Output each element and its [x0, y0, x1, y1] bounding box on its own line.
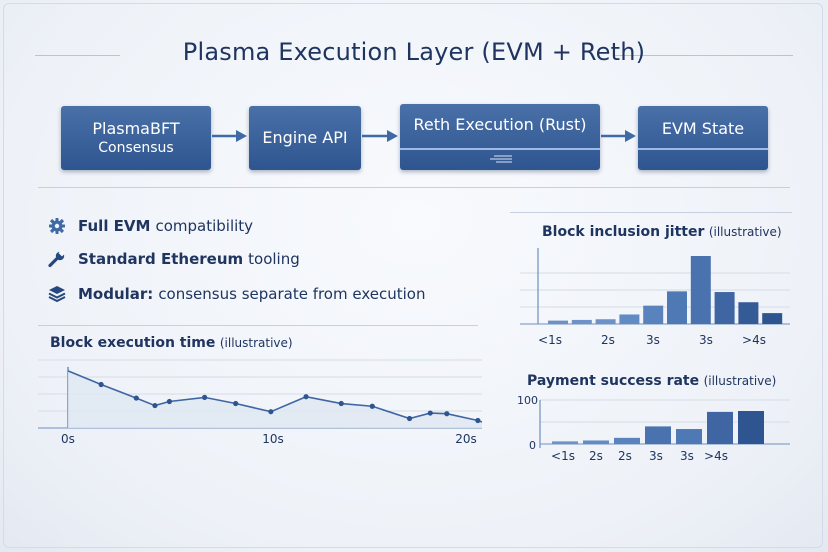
jitter-chart-divider	[510, 212, 792, 213]
success-chart-x-tick-label: 3s	[680, 449, 694, 463]
jitter-chart-bar	[690, 256, 711, 324]
jitter-chart-title-note: (illustrative)	[708, 225, 782, 239]
plasmabft-label: PlasmaBFT	[92, 118, 180, 138]
jitter-chart-x-tick-label: 3s	[699, 333, 713, 347]
title-rule-left	[35, 55, 120, 56]
jitter-chart-bar	[738, 302, 759, 324]
success-chart-title-text: Payment success rate	[527, 373, 700, 389]
line-chart-point	[98, 381, 104, 388]
line-chart-point	[202, 394, 208, 400]
line-chart-point	[152, 402, 158, 409]
success-chart-bar	[707, 411, 733, 444]
success-chart-x-tick-label: 2s	[618, 449, 632, 463]
success-chart-x-tick-label: 3s	[649, 449, 663, 463]
jitter-chart-title-text: Block inclusion jitter	[542, 224, 705, 240]
payment-success-rate-chart: 100 0 <1s 2s 2s 3s 3s >4s	[517, 394, 790, 463]
success-chart-title: Payment success rate (illustrative)	[527, 373, 776, 389]
feature-evm-compat-bold: Full EVM	[78, 217, 151, 235]
evm-state-box: EVM State	[638, 106, 768, 170]
engine-api-label: Engine API	[262, 128, 348, 148]
line-chart-point	[475, 417, 481, 424]
line-chart-title: Block execution time (illustrative)	[50, 335, 293, 351]
feature-modular-bold: Modular:	[78, 285, 154, 303]
jitter-chart-bar	[595, 319, 616, 324]
success-chart-x-tick-label: <1s	[551, 449, 575, 463]
block-execution-time-chart: 0s 10s 20s	[38, 359, 483, 446]
line-chart-point	[233, 400, 239, 407]
jitter-chart-bar	[548, 320, 568, 324]
success-chart-y-tick-label: 100	[517, 394, 538, 407]
title-rule-right	[615, 55, 793, 56]
block-inclusion-jitter-chart: <1s 2s 3s 3s >4s	[520, 248, 790, 347]
line-chart-title-text: Block execution time	[50, 335, 216, 351]
arrow-engine-to-reth	[362, 130, 398, 142]
success-chart-title-note: (illustrative)	[703, 374, 777, 388]
data-flow-icon	[490, 155, 512, 163]
jitter-chart-bar	[667, 291, 687, 324]
line-chart-divider	[38, 325, 478, 326]
line-chart-x-tick-label: 20s	[455, 432, 477, 446]
line-chart-x-tick-label: 0s	[61, 432, 75, 446]
line-chart-point	[268, 409, 274, 415]
feature-modular: Modular: consensus separate from executi…	[48, 285, 425, 303]
line-chart-point	[427, 410, 433, 416]
reth-execution-box: Reth Execution (Rust)	[400, 104, 600, 170]
jitter-chart-bar	[762, 313, 783, 324]
jitter-chart-bar	[643, 305, 664, 324]
success-chart-bar	[614, 437, 640, 444]
arrow-reth-to-evm	[601, 130, 636, 142]
line-chart-x-tick-label: 10s	[262, 432, 284, 446]
evm-state-label: EVM State	[661, 119, 745, 138]
evm-state-stripe	[638, 148, 768, 150]
success-chart-bar	[676, 429, 702, 444]
plasmabft-box: PlasmaBFT Consensus	[61, 106, 211, 170]
line-chart-point	[303, 394, 309, 400]
jitter-chart-x-tick-label: <1s	[538, 333, 562, 347]
jitter-chart-x-tick-label: 3s	[646, 333, 660, 347]
reth-state-stripe	[400, 148, 600, 150]
success-chart-bar	[738, 411, 764, 444]
line-chart-point	[338, 400, 344, 407]
jitter-chart-bar	[714, 292, 735, 324]
gear-icon	[49, 218, 65, 234]
line-chart-point	[369, 403, 375, 409]
feature-eth-tooling: Standard Ethereum tooling	[48, 250, 300, 268]
line-chart-area	[68, 370, 482, 428]
feature-eth-tooling-bold: Standard Ethereum	[78, 250, 244, 268]
success-chart-bar	[552, 441, 578, 444]
feature-eth-tooling-text: tooling	[248, 250, 300, 268]
success-chart-y-tick-label: 0	[529, 439, 536, 452]
line-chart-series	[67, 370, 483, 423]
layers-icon	[48, 286, 66, 303]
plasmabft-sublabel: Consensus	[98, 140, 174, 157]
wrench-icon	[48, 250, 66, 268]
line-chart-point	[406, 415, 413, 422]
reth-execution-label: Reth Execution (Rust)	[413, 115, 587, 134]
line-chart-point	[133, 395, 139, 401]
arrow-consensus-to-engine	[212, 130, 247, 142]
success-chart-x-tick-label: >4s	[704, 449, 728, 463]
feature-evm-compat-text: compatibility	[155, 217, 254, 235]
feature-modular-text: consensus separate from execution	[158, 285, 426, 303]
page-title: Plasma Execution Layer (EVM + Reth)	[182, 38, 646, 66]
jitter-chart-x-tick-label: 2s	[601, 333, 615, 347]
diagram-frame	[3, 3, 823, 548]
jitter-chart-bar	[571, 319, 592, 324]
feature-evm-compat: Full EVM compatibility	[48, 217, 253, 235]
success-chart-x-tick-label: 2s	[589, 449, 603, 463]
success-chart-bar	[645, 426, 671, 444]
success-chart-bar	[583, 440, 609, 444]
jitter-chart-x-tick-label: >4s	[742, 333, 766, 347]
jitter-chart-title: Block inclusion jitter (illustrative)	[542, 224, 782, 240]
engine-api-box: Engine API	[249, 106, 361, 170]
section-divider	[38, 187, 790, 188]
jitter-chart-bar	[619, 314, 640, 324]
line-chart-point	[166, 398, 173, 405]
line-chart-title-note: (illustrative)	[219, 336, 293, 350]
line-chart-point	[444, 411, 450, 417]
